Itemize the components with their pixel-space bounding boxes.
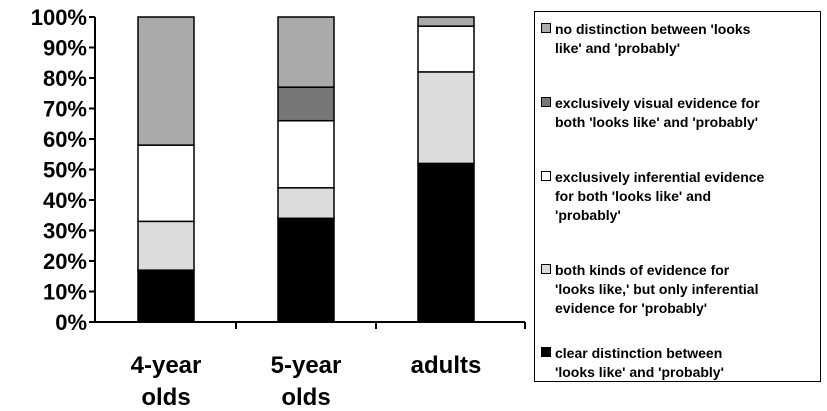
bar-segment [417,16,475,27]
bar-segment [417,162,475,323]
y-tick-label: 50% [43,158,87,183]
legend-label: exclusively inferential evidence for both… [555,169,765,223]
y-tick-label: 100% [31,5,87,30]
y-tick-label: 30% [43,219,87,244]
y-axis-ticks: 0% 10% 20% 30% 40% 50% 60% 70% 80% 90% 100% [31,5,95,335]
legend-label: exclusively visual evidence for both 'loo… [555,95,760,130]
y-tick-label: 10% [43,280,87,305]
y-tick-label: 60% [43,127,87,152]
y-tick-label: 0% [55,310,87,335]
bar-segment [137,269,195,323]
bar-stacks [137,16,475,323]
legend-swatch [541,347,551,357]
legend-item: both kinds of evidence for'looks like,' … [541,261,814,318]
y-tick-label: 70% [43,97,87,122]
chart-legend: no distinction between 'looks like' and '… [534,11,821,382]
x-tick-label: adults [411,352,482,379]
legend-swatch [541,171,551,181]
bar-segment [277,187,335,220]
legend-swatch [541,97,551,107]
y-tick-label: 80% [43,66,87,91]
axes [94,17,526,329]
legend-item: clear distinction between'looks like' an… [541,344,814,382]
bar-segment [137,144,195,223]
legend-label: clear distinction between'looks like' an… [555,345,724,380]
legend-label: no distinction between 'looks like' and '… [555,21,751,56]
y-tick-label: 40% [43,188,87,213]
bar-segment [277,86,335,122]
bar-segment [417,71,475,165]
bar-segment [277,217,335,323]
x-axis-labels: 4-year olds 5-year olds adults [131,352,482,411]
legend-label: both kinds of evidence for'looks like,' … [555,262,759,316]
legend-swatch [541,264,551,274]
x-tick-label: 4-year olds [131,352,202,411]
legend-item: exclusively visual evidence for both 'loo… [541,94,814,132]
bar-segment [137,220,195,271]
x-tick-label: 5-year olds [271,352,342,411]
y-tick-label: 90% [43,36,87,61]
bar-segment [277,16,335,88]
legend-item: exclusively inferential evidence for both… [541,168,814,225]
bar-segment [137,16,195,146]
legend-item: no distinction between 'looks like' and '… [541,20,814,58]
y-tick-label: 20% [43,249,87,274]
bar-segment [417,25,475,73]
legend-swatch [541,23,551,33]
bar-segment [277,119,335,189]
